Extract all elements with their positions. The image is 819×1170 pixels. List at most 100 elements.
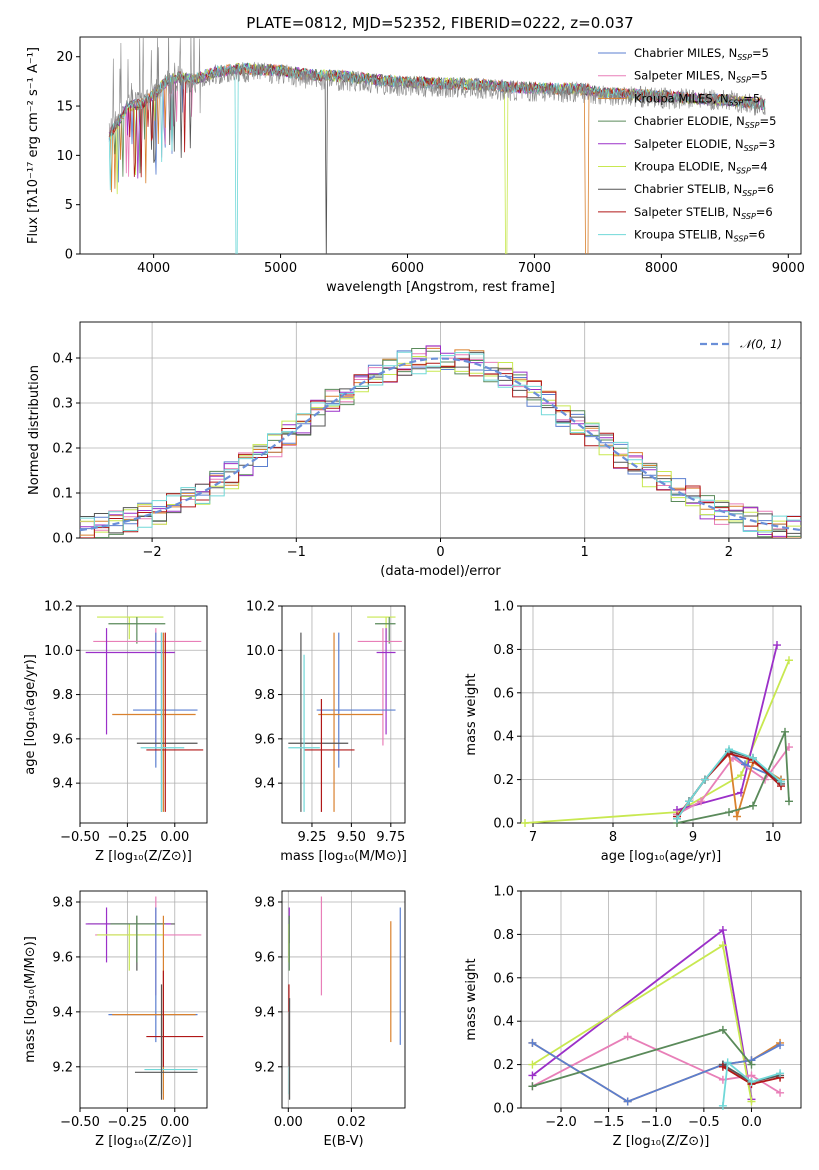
y-tick-label: 9.8 <box>254 895 275 910</box>
series-point <box>623 1032 632 1041</box>
chabrier_elodie-errorbar <box>108 617 166 644</box>
series-point <box>528 1071 537 1080</box>
age_vs_Z-axes: −0.50 −0.25 0.00 9.4 9.6 9.8 10.0 10.2 Z [log₁₀(… <box>23 600 208 864</box>
chabrier_elodie-errorbar <box>110 915 166 963</box>
chabrier_elodie-errorbar <box>375 617 396 644</box>
x-tick-label: 8000 <box>645 261 678 276</box>
legend-label-eq: =5 <box>751 69 768 83</box>
y-tick-label: 0.0 <box>493 1102 514 1117</box>
series-point <box>718 941 727 950</box>
x-tick-label: 7 <box>529 830 537 845</box>
x-tick-label: 7000 <box>518 261 551 276</box>
chabrier_stelib-histogram <box>80 351 801 534</box>
y-tick-label: 10.0 <box>44 644 73 659</box>
series-point <box>781 727 789 736</box>
legend-label-main: Salpeter MILES, N <box>634 69 736 83</box>
x-tick-label: −1.5 <box>593 1115 625 1130</box>
legend-label-sub: SSP <box>729 98 744 107</box>
series-point <box>776 1041 785 1050</box>
legend-label-eq: =6 <box>757 182 774 196</box>
chabrier_stelib-errorbar <box>136 632 198 812</box>
x-axis-label: Z [log₁₀(Z/Z⊙)] <box>613 1134 710 1149</box>
legend-label-eq: =6 <box>748 228 765 242</box>
x-tick-label: 0.0 <box>741 1115 762 1130</box>
x-tick-label: −1 <box>287 545 306 560</box>
kroupa_stelib-series <box>718 1058 785 1110</box>
spectrum-axes: 4000 5000 6000 7000 8000 9000 0 5 10 15 20 waveleng… <box>26 36 805 295</box>
y-tick-label: 9.8 <box>52 688 73 703</box>
y-tick-label: 9.8 <box>52 895 73 910</box>
x-tick-label: −0.5 <box>688 1115 720 1130</box>
y-tick-label: 0.4 <box>493 1015 514 1030</box>
legend-label-sub: SSP <box>741 212 756 221</box>
y-axis-label: Normed distribution <box>27 365 42 495</box>
y-tick-label: 0.0 <box>52 532 73 547</box>
series-point <box>623 1097 632 1106</box>
x-tick-label: −2.0 <box>545 1115 577 1130</box>
legend-label-eq: =6 <box>756 205 773 219</box>
chabrier_elodie-series <box>528 1025 756 1091</box>
series-point <box>697 797 705 806</box>
legend-label-main: Kroupa MILES, N <box>634 91 729 105</box>
x-tick-label: −0.25 <box>107 1115 147 1130</box>
age_vs_mass-frame <box>281 605 406 824</box>
y-tick-label: 0.3 <box>52 397 73 412</box>
series-point <box>747 1060 756 1069</box>
series-point <box>785 656 793 665</box>
age_vs_Z-frame <box>79 605 208 824</box>
x-axis-label: Z [log₁₀(Z/Z⊙)] <box>95 1134 192 1149</box>
x-tick-label: −1.0 <box>640 1115 672 1130</box>
weight_vs_age-axes: 7 8 9 10 0.0 0.2 0.4 0.6 0.8 1.0 age [log₁₀(age/yr… <box>464 600 802 864</box>
y-tick-label: 9.6 <box>52 950 73 965</box>
weight_vs_age-frame <box>520 605 802 824</box>
series-point <box>701 775 709 784</box>
legend-label-sub: SSP <box>736 76 751 85</box>
legend-label: Salpeter ELODIE, NSSP=3 <box>634 137 775 153</box>
x-axis-label: wavelength [Angstrom, rest frame] <box>326 280 555 295</box>
salpeter_elodie-errorbar <box>376 628 396 735</box>
x-tick-label: −0.50 <box>60 1115 100 1130</box>
x-tick-label: 9.50 <box>337 830 366 845</box>
x-tick-label: 4000 <box>137 261 170 276</box>
y-tick-label: 0.2 <box>52 442 73 457</box>
kroupa_miles-errorbar <box>318 632 383 812</box>
y-tick-label: 1.0 <box>493 885 514 900</box>
kroupa_miles-errorbar <box>112 632 196 812</box>
gaussian-curve <box>79 357 802 532</box>
y-axis-label: mass weight <box>464 958 479 1040</box>
y-axis-label: age [log₁₀(age/yr)] <box>23 654 38 775</box>
series-point <box>747 1097 756 1106</box>
legend-label: Chabrier ELODIE, NSSP=5 <box>634 114 776 130</box>
legend-label: Kroupa STELIB, NSSP=6 <box>634 228 765 244</box>
salpeter_stelib-errorbar <box>304 699 355 812</box>
x-axis-label: E(B-V) <box>323 1134 363 1149</box>
spectrum-frame <box>79 36 802 255</box>
y-tick-label: 9.2 <box>254 1060 275 1075</box>
y-tick-label: 9.4 <box>52 1005 73 1020</box>
x-axis-label: Z [log₁₀(Z/Z⊙)] <box>95 849 192 864</box>
x-tick-label: 0.02 <box>337 1115 366 1130</box>
y-tick-label: 5 <box>65 198 73 213</box>
x-tick-label: 5000 <box>264 261 297 276</box>
y-tick-label: 0.8 <box>493 643 514 658</box>
y-tick-label: 10 <box>56 149 73 164</box>
y-tick-label: 0.6 <box>493 686 514 701</box>
kroupa_elodie-errorbar <box>97 923 164 971</box>
series-point <box>785 797 793 806</box>
legend-label-eq: =5 <box>752 46 769 60</box>
chabrier_stelib-errorbar <box>134 984 198 1100</box>
series-point <box>747 1077 756 1086</box>
kroupa_elodie-series <box>528 941 756 1106</box>
x-axis-label: age [log₁₀(age/yr)] <box>601 849 722 864</box>
legend-label: Salpeter STELIB, NSSP=6 <box>634 205 773 221</box>
y-tick-label: 10.0 <box>246 644 275 659</box>
kroupa_elodie-histogram <box>80 356 801 533</box>
y-tick-label: 0.2 <box>493 1058 514 1073</box>
chabrier_stelib-errorbar <box>288 632 349 812</box>
legend-label-main: Chabrier ELODIE, N <box>634 114 745 128</box>
kroupa_stelib-errorbar <box>144 1017 198 1095</box>
figure-title: PLATE=0812, MJD=52352, FIBERID=0222, z=0… <box>246 14 633 32</box>
y-tick-label: 9.6 <box>254 732 275 747</box>
legend-label-sub: SSP <box>745 121 760 130</box>
y-axis-label: mass weight <box>464 673 479 755</box>
